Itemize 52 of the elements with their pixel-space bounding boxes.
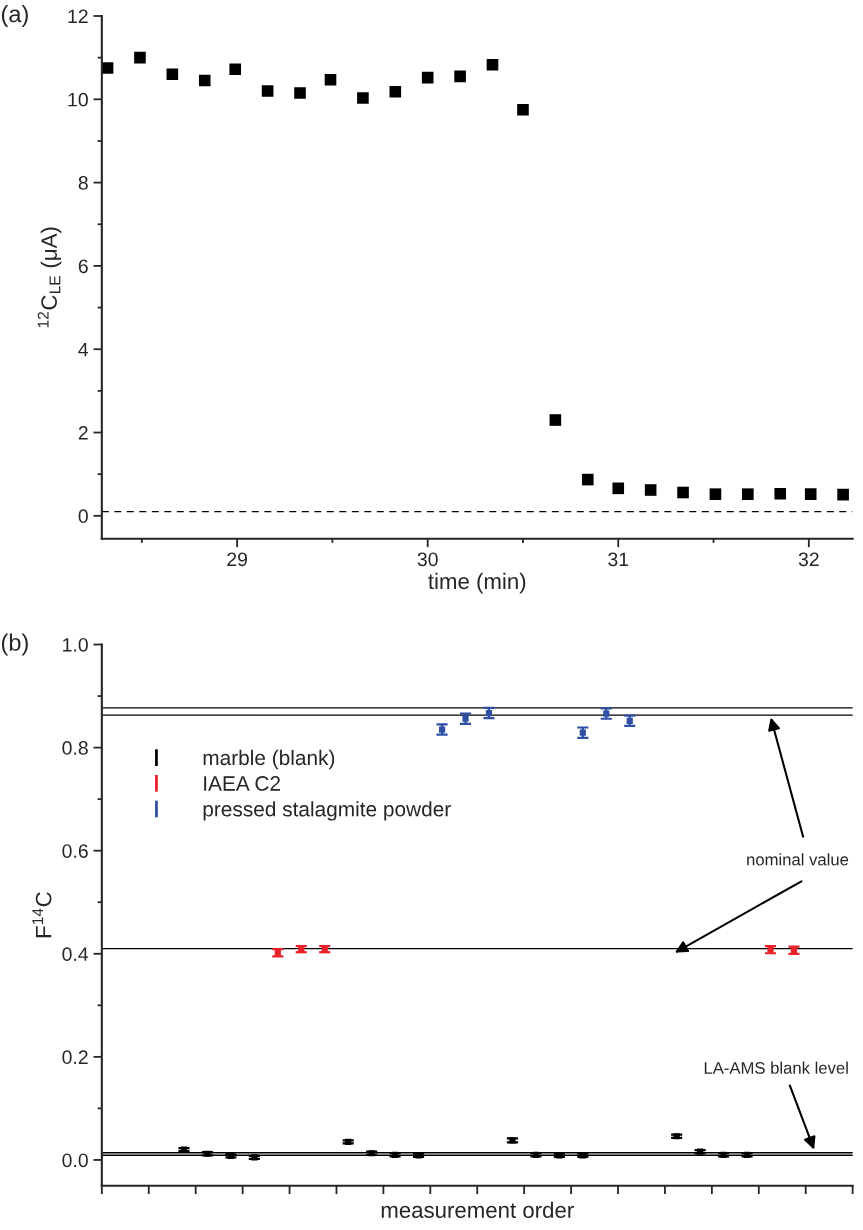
point: [101, 62, 114, 74]
x-tick-label: 32: [798, 552, 819, 567]
point: [294, 87, 306, 99]
point: [837, 488, 849, 501]
y-tick-label: 0: [78, 509, 88, 524]
point: [454, 70, 466, 83]
point: [166, 68, 179, 81]
point: [677, 486, 689, 499]
legend-label: IAEA C2: [204, 776, 280, 791]
text: (b): [1, 633, 28, 656]
point: [486, 58, 499, 71]
point: [549, 414, 562, 426]
legend-label: marble (blank): [203, 749, 335, 770]
point: [644, 484, 657, 496]
x-tick-label: 30: [417, 552, 438, 567]
point: [517, 103, 529, 116]
y-axis-title: $^{12}$C$_{LE}$ (μA): [37, 227, 62, 328]
point: [389, 85, 402, 98]
point: [421, 71, 434, 84]
point: [581, 473, 594, 486]
y-tick-label: 0.0: [62, 1153, 88, 1168]
text: (a): [1, 4, 28, 27]
y-tick-label: 0.8: [62, 741, 88, 755]
y-tick-label: 12: [68, 9, 88, 24]
point: [357, 92, 369, 104]
legend-label: pressed stalagmite powder: [203, 801, 451, 821]
y-tick-label: 1.0: [63, 637, 88, 652]
point: [324, 73, 337, 86]
point: [198, 74, 211, 87]
point: [229, 63, 242, 76]
x-axis-title: time (min): [428, 572, 526, 594]
y-tick-label: 0.6: [62, 844, 88, 858]
point: [134, 51, 146, 64]
y-tick-label: 0.4: [62, 947, 89, 962]
y-tick-label: 10: [68, 92, 88, 107]
y-tick-label: 0.2: [62, 1050, 88, 1065]
y-tick-label: 2: [78, 425, 88, 440]
y-tick-label: 4: [78, 342, 89, 357]
point: [742, 488, 754, 500]
point: [612, 482, 625, 495]
x-tick-label: 29: [227, 552, 248, 567]
point: [261, 85, 274, 97]
x-tick-label: 31: [608, 552, 629, 567]
point: [774, 487, 787, 500]
y-tick-label: 8: [78, 176, 88, 190]
point: [804, 488, 817, 500]
x-axis-title: measurement order: [381, 1201, 574, 1219]
annotation: LA-AMS blank level: [704, 1061, 848, 1074]
point: [709, 488, 722, 500]
y-axis-title: F$^{14}$C: [32, 892, 52, 938]
annotation: nominal value: [747, 853, 849, 866]
y-tick-label: 6: [78, 259, 88, 274]
